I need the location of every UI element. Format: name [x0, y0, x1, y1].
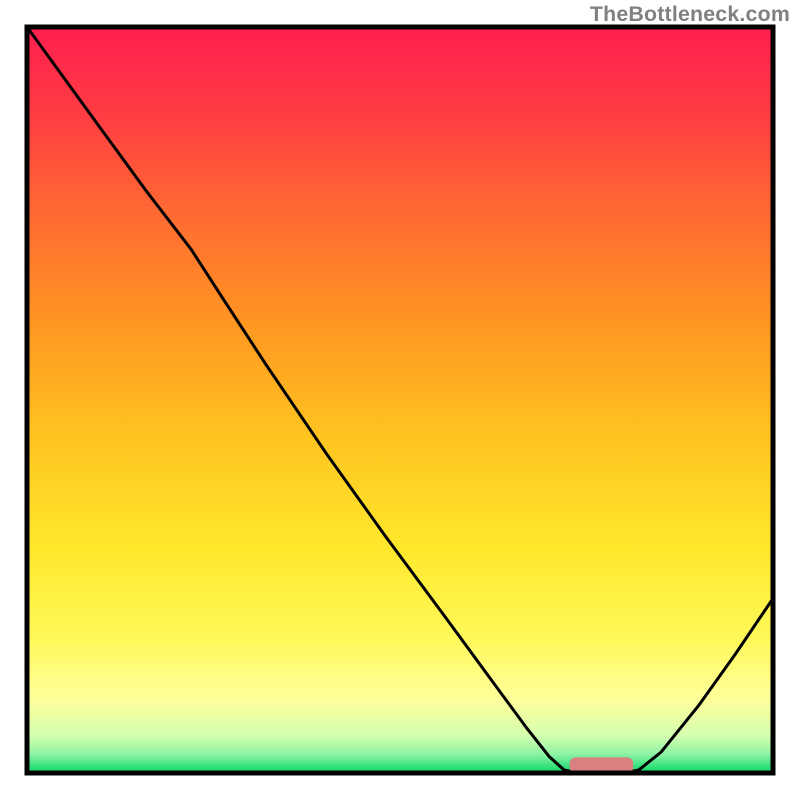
- gradient-background: [27, 27, 773, 773]
- chart-stage: TheBottleneck.com: [0, 0, 800, 800]
- watermark-text: TheBottleneck.com: [590, 2, 790, 27]
- bottleneck-chart: [0, 0, 800, 800]
